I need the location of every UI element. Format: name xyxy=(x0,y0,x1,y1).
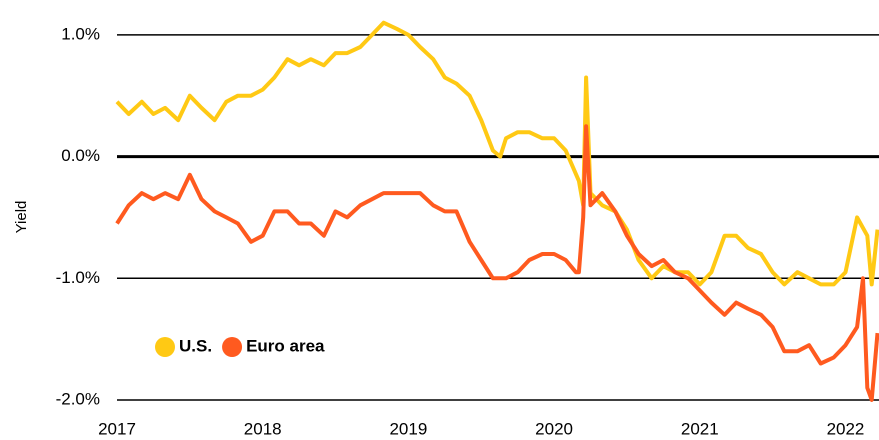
x-tick-label: 2022 xyxy=(827,419,865,438)
y-tick-label: -1.0% xyxy=(56,268,100,287)
y-axis-label: Yield xyxy=(13,201,30,234)
y-tick-label: 1.0% xyxy=(61,24,100,43)
x-tick-label: 2018 xyxy=(244,419,282,438)
legend-label: Euro area xyxy=(246,336,325,355)
y-tick-label: 0.0% xyxy=(61,146,100,165)
y-tick-label: -2.0% xyxy=(56,389,100,408)
legend-label: U.S. xyxy=(179,336,212,355)
x-tick-label: 2021 xyxy=(681,419,719,438)
x-tick-label: 2017 xyxy=(98,419,136,438)
x-tick-label: 2020 xyxy=(535,419,573,438)
legend-swatch xyxy=(222,337,243,357)
series-line xyxy=(115,20,879,287)
x-tick-label: 2019 xyxy=(389,419,427,438)
series-line xyxy=(115,124,879,402)
legend-swatch xyxy=(155,337,175,357)
